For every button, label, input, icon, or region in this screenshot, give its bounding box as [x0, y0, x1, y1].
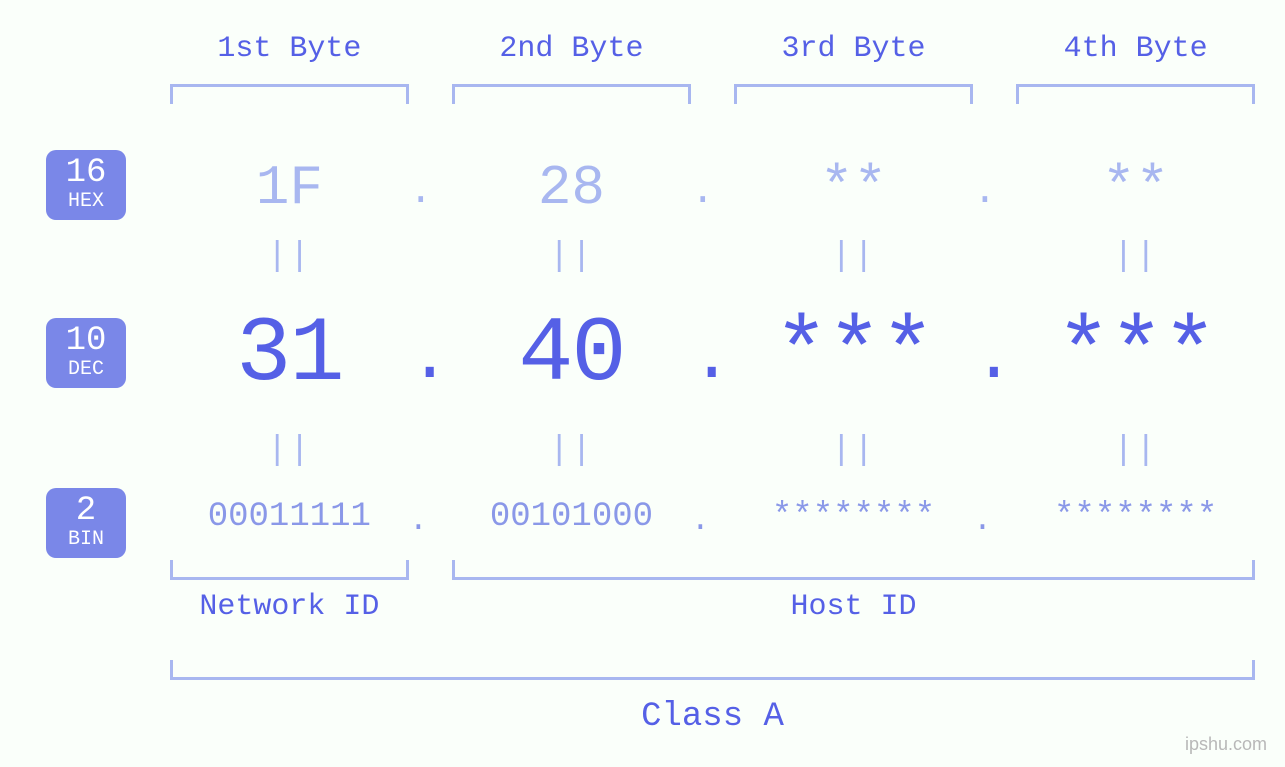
dec-byte-1: 31 — [170, 302, 409, 407]
top-bracket-4 — [1016, 84, 1255, 104]
dot-icon: . — [409, 170, 433, 215]
badge-dec-name: DEC — [46, 360, 126, 380]
top-bracket-3 — [734, 84, 973, 104]
eq-icon: || — [1016, 238, 1255, 276]
byte-header-4: 4th Byte — [1016, 32, 1255, 66]
eq-icon: || — [170, 432, 409, 470]
byte-col-2: 2nd Byte 28 || 40 || 00101000 — [452, 0, 691, 767]
watermark: ipshu.com — [1185, 734, 1267, 755]
byte-header-3: 3rd Byte — [734, 32, 973, 66]
bin-byte-4: ******** — [1016, 498, 1255, 536]
byte-col-4: 4th Byte ** || *** || ******** — [1016, 0, 1255, 767]
network-id-bracket — [170, 560, 409, 580]
eq-icon: || — [452, 238, 691, 276]
dot-icon: . — [691, 320, 733, 399]
dec-byte-2: 40 — [452, 302, 691, 407]
eq-icon: || — [1016, 432, 1255, 470]
hex-byte-3: ** — [734, 156, 973, 220]
hex-byte-2: 28 — [452, 156, 691, 220]
bin-byte-2: 00101000 — [452, 498, 691, 536]
dot-icon: . — [409, 320, 451, 399]
eq-icon: || — [734, 432, 973, 470]
badge-hex-base: 16 — [46, 156, 126, 190]
badge-bin: 2 BIN — [46, 488, 126, 558]
eq-icon: || — [170, 238, 409, 276]
byte-header-2: 2nd Byte — [452, 32, 691, 66]
dot-icon: . — [973, 170, 997, 215]
dot-icon: . — [973, 502, 992, 539]
badge-hex-name: HEX — [46, 192, 126, 212]
class-bracket — [170, 660, 1255, 680]
eq-icon: || — [452, 432, 691, 470]
badge-bin-base: 2 — [46, 494, 126, 528]
badge-bin-name: BIN — [46, 530, 126, 550]
dot-icon: . — [691, 502, 710, 539]
byte-separator-3: . . . — [973, 0, 1016, 767]
class-label: Class A — [170, 698, 1255, 736]
dot-icon: . — [409, 502, 428, 539]
host-id-label: Host ID — [452, 590, 1255, 624]
dec-byte-4: *** — [1016, 302, 1255, 407]
dot-icon: . — [691, 170, 715, 215]
host-id-bracket — [452, 560, 1255, 580]
hex-byte-1: 1F — [170, 156, 409, 220]
top-bracket-1 — [170, 84, 409, 104]
eq-icon: || — [734, 238, 973, 276]
badge-dec-base: 10 — [46, 324, 126, 358]
byte-col-1: 1st Byte 1F || 31 || 00011111 — [170, 0, 409, 767]
dec-byte-3: *** — [734, 302, 973, 407]
byte-grid: 1st Byte 1F || 31 || 00011111 . . . 2nd … — [170, 0, 1255, 767]
top-bracket-2 — [452, 84, 691, 104]
dot-icon: . — [973, 320, 1015, 399]
byte-separator-1: . . . — [409, 0, 452, 767]
hex-byte-4: ** — [1016, 156, 1255, 220]
ip-diagram: 16 HEX 10 DEC 2 BIN 1st Byte 1F || 31 ||… — [0, 0, 1285, 767]
byte-separator-2: . . . — [691, 0, 734, 767]
byte-header-1: 1st Byte — [170, 32, 409, 66]
badge-hex: 16 HEX — [46, 150, 126, 220]
bin-byte-1: 00011111 — [170, 498, 409, 536]
network-id-label: Network ID — [170, 590, 409, 624]
badge-dec: 10 DEC — [46, 318, 126, 388]
byte-col-3: 3rd Byte ** || *** || ******** — [734, 0, 973, 767]
bin-byte-3: ******** — [734, 498, 973, 536]
